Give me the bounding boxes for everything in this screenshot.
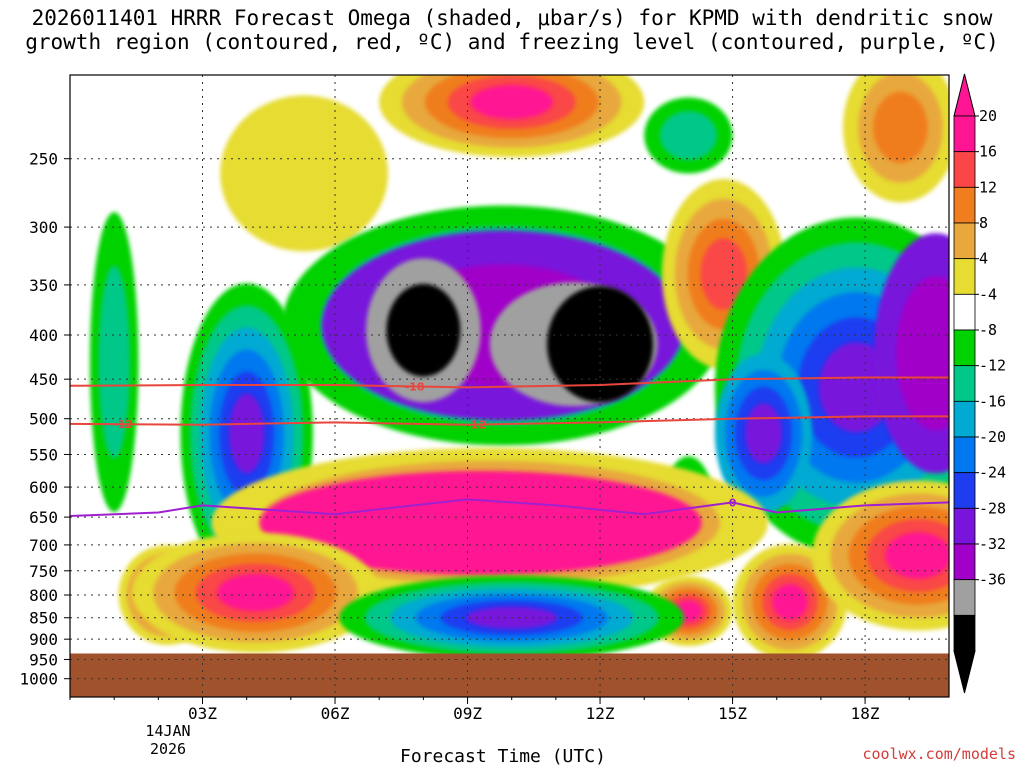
omega-cell-3-level-1	[659, 111, 717, 160]
contour-line-1	[70, 415, 949, 426]
colorbar-swatch-9	[953, 436, 976, 474]
x-axis-title: Forecast Time (UTC)	[400, 746, 606, 767]
omega-cell-22-level-4	[885, 532, 949, 579]
omega-cell-2-level-2	[873, 91, 928, 163]
colorbar-swatch-6	[953, 329, 976, 367]
y-axis: 250 300 350 400 450 500 550 600 650 700 750 800 850 9…	[19, 150, 70, 689]
date-label-year: 2026	[149, 740, 187, 758]
omega-cell-19-level-4	[217, 574, 294, 612]
source-credit: coolwx.com/models	[862, 745, 1016, 763]
y-tick-label-900: 900	[29, 630, 58, 649]
colorbar-label-8: -16	[979, 392, 1006, 410]
chart-title-line-1: 2026011401 HRRR Forecast Omega (shaded, …	[31, 6, 993, 30]
omega-cell-10-level-1	[98, 265, 130, 459]
colorbar-label-13: -36	[979, 571, 1006, 589]
colorbar-label-11: -28	[979, 499, 1006, 517]
colorbar-label-2: 12	[979, 178, 997, 196]
colorbar-swatch-1	[953, 151, 976, 188]
contour-label-1-0: -12	[113, 418, 133, 431]
colorbar-swatch-14	[953, 614, 976, 652]
contour-label-0-0: -18	[405, 380, 425, 393]
y-tick-label-700: 700	[29, 536, 58, 555]
colorbar-label-6: -8	[979, 321, 997, 339]
omega-cell-17-level-0	[259, 470, 702, 575]
colorbar-swatch-7	[953, 365, 976, 402]
colorbar-bottom-arrow	[953, 650, 976, 694]
colorbar-label-1: 16	[979, 143, 997, 161]
colorbar-swatch-3	[953, 222, 976, 260]
y-tick-label-750: 750	[29, 562, 58, 581]
colorbar-swatch-5	[953, 293, 976, 331]
y-tick-label-400: 400	[29, 326, 58, 345]
y-tick-label-650: 650	[29, 508, 58, 527]
colorbar-label-3: 8	[979, 214, 988, 232]
ground-below-surface	[70, 653, 949, 697]
y-tick-label-450: 450	[29, 370, 58, 389]
x-tick-label-06Z: 06Z	[321, 704, 350, 723]
omega-shading	[70, 75, 949, 697]
chart-title: 2026011401 HRRR Forecast Omega (shaded, …	[0, 6, 1024, 54]
contour-line-0	[70, 376, 949, 389]
colorbar-top-arrow	[953, 73, 976, 117]
colorbar-swatch-13	[953, 579, 976, 616]
colorbar-swatch-0	[953, 115, 976, 153]
plot-frame	[69, 74, 950, 698]
colorbar-swatch-11	[953, 507, 976, 545]
y-tick-label-800: 800	[29, 586, 58, 605]
omega-cell-9-level-3	[700, 238, 747, 310]
x-tick-label-15Z: 15Z	[718, 704, 747, 723]
omega-cell-8-level-0	[547, 286, 654, 403]
y-tick-label-950: 950	[29, 650, 58, 669]
colorbar-swatch-2	[953, 186, 976, 224]
colorbar-swatch-10	[953, 472, 976, 509]
x-axis: 03Z 06Z 09Z 12Z 15Z 18Z	[69, 697, 910, 723]
colorbar-label-10: -24	[979, 464, 1006, 482]
omega-cell-13-level-1	[896, 276, 949, 431]
x-tick-label-18Z: 18Z	[851, 704, 880, 723]
colorbar-label-4: 4	[979, 250, 988, 268]
y-tick-label-300: 300	[29, 218, 58, 237]
colorbar-label-7: -12	[979, 357, 1006, 375]
grid-lines	[70, 75, 949, 697]
chart-title-line-2: growth region (contoured, red, ºC) and f…	[25, 30, 999, 54]
temperature-contours: -18 -12 -12 0	[70, 376, 949, 517]
x-tick-label-12Z: 12Z	[586, 704, 615, 723]
x-tick-label-09Z: 09Z	[453, 704, 482, 723]
omega-cell-6-level-1	[386, 283, 461, 377]
omega-cell-0-level-4	[470, 85, 553, 120]
contour-line-2	[70, 498, 949, 517]
y-tick-label-850: 850	[29, 609, 58, 628]
omega-cell-1-level-0	[220, 95, 389, 252]
y-tick-label-550: 550	[29, 445, 58, 464]
y-tick-label-250: 250	[29, 150, 58, 169]
omega-cell-11-level-5	[229, 393, 265, 474]
contour-label-1-1: -12	[466, 419, 486, 432]
colorbar-label-5: -4	[979, 285, 997, 303]
date-label: 14JAN 2026	[143, 722, 193, 758]
y-tick-label-600: 600	[29, 478, 58, 497]
colorbar-swatch-12	[953, 543, 976, 581]
date-label-day: 14JAN	[145, 722, 191, 740]
omega-cell-21-level-4	[772, 583, 808, 620]
x-tick-label-03Z: 03Z	[188, 704, 217, 723]
y-tick-label-500: 500	[29, 410, 58, 429]
colorbar-swatch-8	[953, 400, 976, 438]
contour-label-2-0: 0	[729, 496, 737, 509]
y-tick-label-1000: 1000	[19, 670, 58, 689]
colorbar-label-12: -32	[979, 535, 1006, 553]
colorbar-swatch-4	[953, 258, 976, 295]
colorbar-legend: 20 16 12 8 4 -4 -8 -12 -16 -20 -24 -28 -32 -36	[953, 73, 1006, 694]
colorbar-label-0: 20	[979, 107, 997, 125]
colorbar-label-9: -20	[979, 428, 1006, 446]
y-tick-label-350: 350	[29, 276, 58, 295]
